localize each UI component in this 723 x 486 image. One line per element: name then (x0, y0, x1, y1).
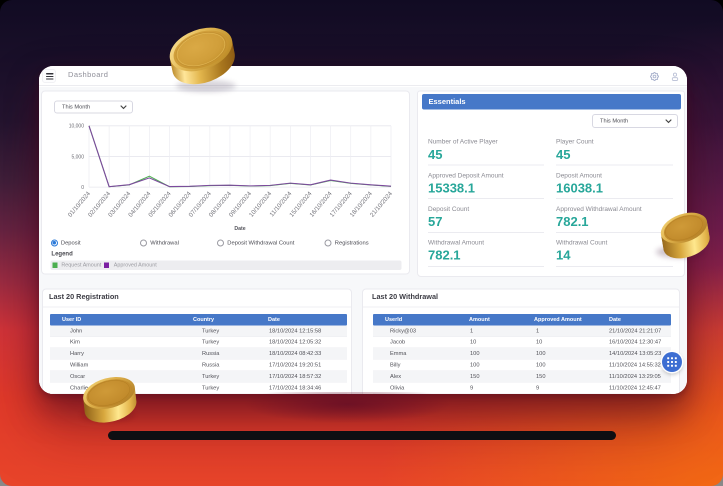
svg-text:5,000: 5,000 (71, 154, 84, 160)
svg-text:10,000: 10,000 (69, 123, 85, 129)
svg-text:Date: Date (234, 226, 245, 232)
svg-text:0: 0 (81, 185, 84, 191)
